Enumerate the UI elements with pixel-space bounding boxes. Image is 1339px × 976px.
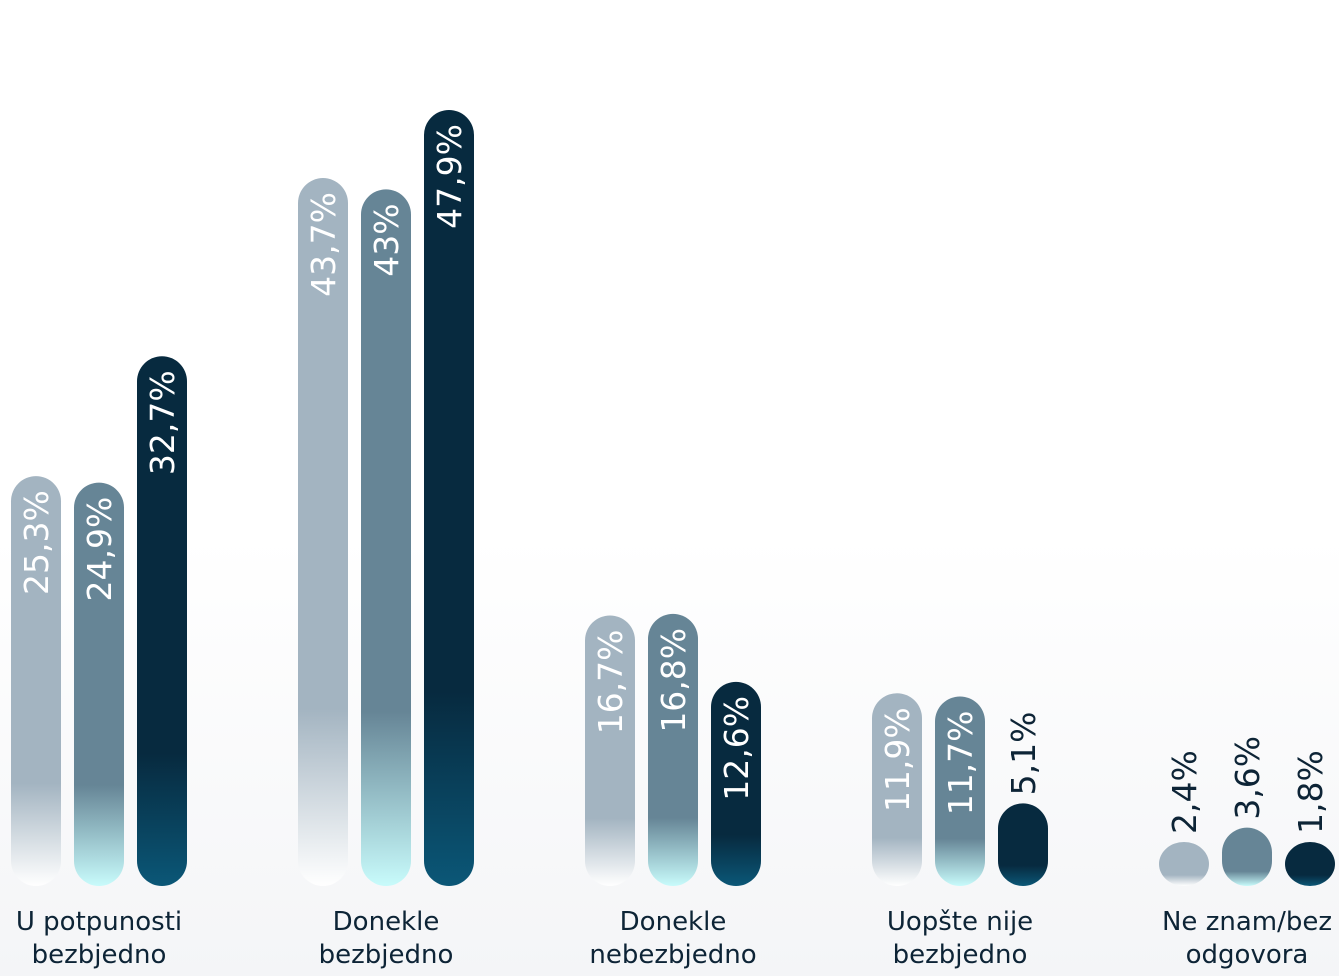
data-label: 43% [367, 203, 406, 276]
category-label: U potpunosti [16, 907, 182, 937]
data-label: 24,9% [80, 497, 119, 602]
data-label: 32,7% [143, 370, 182, 475]
data-label: 2,4% [1165, 750, 1204, 834]
bar [935, 696, 985, 886]
category-label: Donekle [620, 907, 727, 937]
category-labels: U potpunostibezbjednoDoneklebezbjednoDon… [16, 907, 1332, 970]
data-label: 16,8% [654, 628, 693, 733]
data-label: 12,6% [717, 696, 756, 801]
data-label: 47,9% [430, 124, 469, 229]
category-label: bezbjedno [319, 940, 454, 970]
bar [11, 476, 61, 886]
bar [872, 693, 922, 886]
bar [137, 356, 187, 886]
category-label: Uopšte nije [887, 907, 1033, 937]
bar [648, 613, 698, 886]
bar [74, 482, 124, 886]
data-label: 16,7% [591, 629, 630, 734]
category-label: odgovora [1186, 940, 1309, 970]
bar [585, 615, 635, 886]
category-label: Ne znam/bez [1162, 907, 1332, 937]
bar [1159, 842, 1209, 886]
bar [711, 681, 761, 886]
data-label: 5,1% [1004, 712, 1043, 796]
category-label: bezbjedno [893, 940, 1028, 970]
category-label: nebezbjedno [589, 940, 756, 970]
bar [361, 189, 411, 886]
data-label: 43,7% [304, 192, 343, 297]
data-label: 25,3% [17, 490, 56, 595]
bar [1222, 827, 1272, 886]
category-label: Donekle [333, 907, 440, 937]
bars-layer: 25,3% 24,9% 32,7% 43,7% 43% 47,9% 16,7% 16,8% 12… [11, 110, 1335, 886]
data-label: 3,6% [1228, 736, 1267, 820]
data-label: 11,9% [878, 707, 917, 812]
data-label: 1,8% [1291, 750, 1330, 834]
data-label: 11,7% [941, 710, 980, 815]
category-label: bezbjedno [32, 940, 167, 970]
bar [298, 178, 348, 886]
bar [1285, 842, 1335, 886]
bar [998, 803, 1048, 886]
bar [424, 110, 474, 886]
